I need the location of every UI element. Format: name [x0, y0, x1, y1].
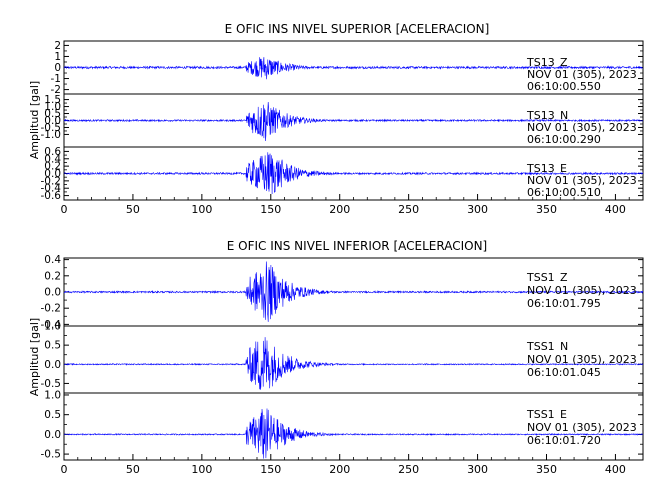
y-tick-label: 0.0	[44, 287, 61, 299]
y-tick-label: -0.6	[41, 190, 62, 202]
y-tick-label: 1.0	[44, 321, 61, 333]
x-tick-label: 350	[536, 203, 557, 216]
x-tick-label: 150	[260, 463, 281, 476]
seismogram-trace-line	[63, 337, 644, 390]
trace-component-label: N	[560, 340, 568, 353]
panel-lower-ylabel: Amplitud [gal]	[28, 318, 41, 396]
y-tick-label: -0.4	[41, 319, 62, 331]
trace-component-label: E	[560, 408, 567, 421]
trace-upper-e: -0.6-0.4-0.20.00.20.40.6 TS13 E NOV 01 (…	[41, 146, 644, 202]
x-tick-label: 250	[398, 203, 419, 216]
trace-date-label: NOV 01 (305), 2023	[527, 68, 637, 81]
trace-date-label: NOV 01 (305), 2023	[527, 421, 637, 434]
y-tick-label: 0	[54, 62, 61, 74]
x-tick-label: 300	[467, 203, 488, 216]
x-tick-label: 400	[605, 463, 626, 476]
y-axis-ticks: -0.4 -0.2 0.0 0.2 0.4	[41, 254, 643, 331]
x-tick-label: 100	[191, 463, 212, 476]
x-tick-label: 150	[260, 203, 281, 216]
trace-time-label: 06:10:00.290	[527, 133, 601, 146]
seismogram-trace-line	[63, 101, 644, 142]
seismogram-trace-line	[63, 408, 644, 459]
trace-date-label: NOV 01 (305), 2023	[527, 121, 637, 134]
trace-lower-n: -0.50.00.51.0 TSS1 N NOV 01 (305), 2023 …	[41, 321, 644, 394]
trace-date-label: NOV 01 (305), 2023	[527, 284, 637, 297]
y-tick-label: 2	[54, 40, 61, 52]
trace-station-label: TSS1	[526, 271, 555, 284]
y-tick-label: 0.5	[44, 108, 61, 120]
panel-upper-title: E OFIC INS NIVEL SUPERIOR [ACELERACION]	[225, 22, 490, 36]
trace-station-label: TSS1	[526, 408, 555, 421]
y-tick-label: -0.4	[41, 183, 62, 195]
y-tick-label: 0.4	[44, 254, 61, 266]
y-tick-label: 0.0	[44, 168, 61, 180]
y-tick-label: 0.5	[44, 409, 61, 421]
y-tick-label: 0.0	[44, 115, 61, 127]
trace-station-label: TS13	[526, 56, 555, 69]
trace-time-label: 06:10:00.510	[527, 186, 601, 199]
x-tick-label: 50	[126, 463, 140, 476]
x-tick-label: 0	[61, 463, 68, 476]
seismogram-trace-line	[63, 261, 644, 322]
y-tick-label: 0.0	[44, 359, 61, 371]
trace-time-label: 06:10:00.550	[527, 80, 601, 93]
y-tick-label: -0.5	[41, 378, 62, 390]
trace-time-label: 06:10:01.720	[527, 434, 601, 447]
trace-station-label: TS13	[526, 109, 555, 122]
y-tick-label: 0.5	[44, 340, 61, 352]
trace-upper-n: -1.0-0.50.00.51.01.5 TS13 N NOV 01 (305)…	[41, 93, 644, 148]
y-axis-ticks: -0.6-0.4-0.20.00.20.40.6	[41, 146, 643, 202]
panel-upper-ylabel: Amplitud [gal]	[28, 81, 41, 159]
x-axis-ticks-lower: 0 50 100 150 200 250 300 350 400	[61, 454, 630, 476]
y-tick-label: 1.0	[44, 101, 61, 113]
y-tick-label: 1.0	[44, 389, 61, 401]
y-tick-label: -1.0	[41, 129, 62, 141]
panel-upper: E OFIC INS NIVEL SUPERIOR [ACELERACION] …	[28, 22, 644, 216]
y-tick-label: 1	[54, 51, 61, 63]
y-tick-label: -0.5	[41, 122, 62, 134]
x-tick-label: 300	[467, 463, 488, 476]
trace-lower-z: -0.4 -0.2 0.0 0.2 0.4 TSS1 Z NOV 01 (305), 2…	[41, 254, 644, 331]
panel-lower-title: E OFIC INS NIVEL INFERIOR [ACELERACION]	[227, 239, 487, 253]
trace-lower-e: -0.50.00.51.0 TSS1 E NOV 01 (305), 2023 …	[41, 389, 644, 461]
x-tick-label: 400	[605, 203, 626, 216]
x-tick-label: 50	[126, 203, 140, 216]
trace-component-label: E	[560, 162, 567, 175]
y-tick-label: -0.2	[41, 303, 62, 315]
y-tick-label: 1.5	[44, 94, 61, 106]
x-tick-label: 350	[536, 463, 557, 476]
y-tick-label: -2	[51, 84, 61, 96]
trace-time-label: 06:10:01.045	[527, 366, 601, 379]
seismogram-trace-line	[63, 57, 644, 80]
panel-lower: E OFIC INS NIVEL INFERIOR [ACELERACION] …	[28, 239, 644, 476]
y-tick-label: -0.5	[41, 449, 62, 461]
trace-station-label: TS13	[526, 162, 555, 175]
x-tick-label: 250	[398, 463, 419, 476]
trace-time-label: 06:10:01.795	[527, 297, 601, 310]
trace-component-label: Z	[560, 271, 568, 284]
y-tick-label: -0.2	[41, 175, 62, 187]
trace-station-label: TSS1	[526, 340, 555, 353]
trace-component-label: Z	[560, 56, 568, 69]
y-tick-label: 0.2	[44, 270, 61, 282]
trace-component-label: N	[560, 109, 568, 122]
x-tick-label: 100	[191, 203, 212, 216]
y-tick-label: 0.6	[44, 146, 61, 158]
trace-date-label: NOV 01 (305), 2023	[527, 353, 637, 366]
x-tick-label: 0	[61, 203, 68, 216]
x-axis-ticks-upper: 0 50 100 150 200 250 300 350 400	[61, 194, 630, 216]
y-axis-ticks: -1.0-0.50.00.51.01.5	[41, 94, 643, 141]
y-tick-label: 0.4	[44, 153, 61, 165]
x-tick-label: 200	[329, 463, 350, 476]
y-tick-label: 0.0	[44, 429, 61, 441]
x-tick-label: 200	[329, 203, 350, 216]
y-tick-label: -1	[51, 73, 61, 85]
seismogram-trace-line	[63, 152, 644, 195]
y-tick-label: 0.2	[44, 161, 61, 173]
trace-date-label: NOV 01 (305), 2023	[527, 174, 637, 187]
